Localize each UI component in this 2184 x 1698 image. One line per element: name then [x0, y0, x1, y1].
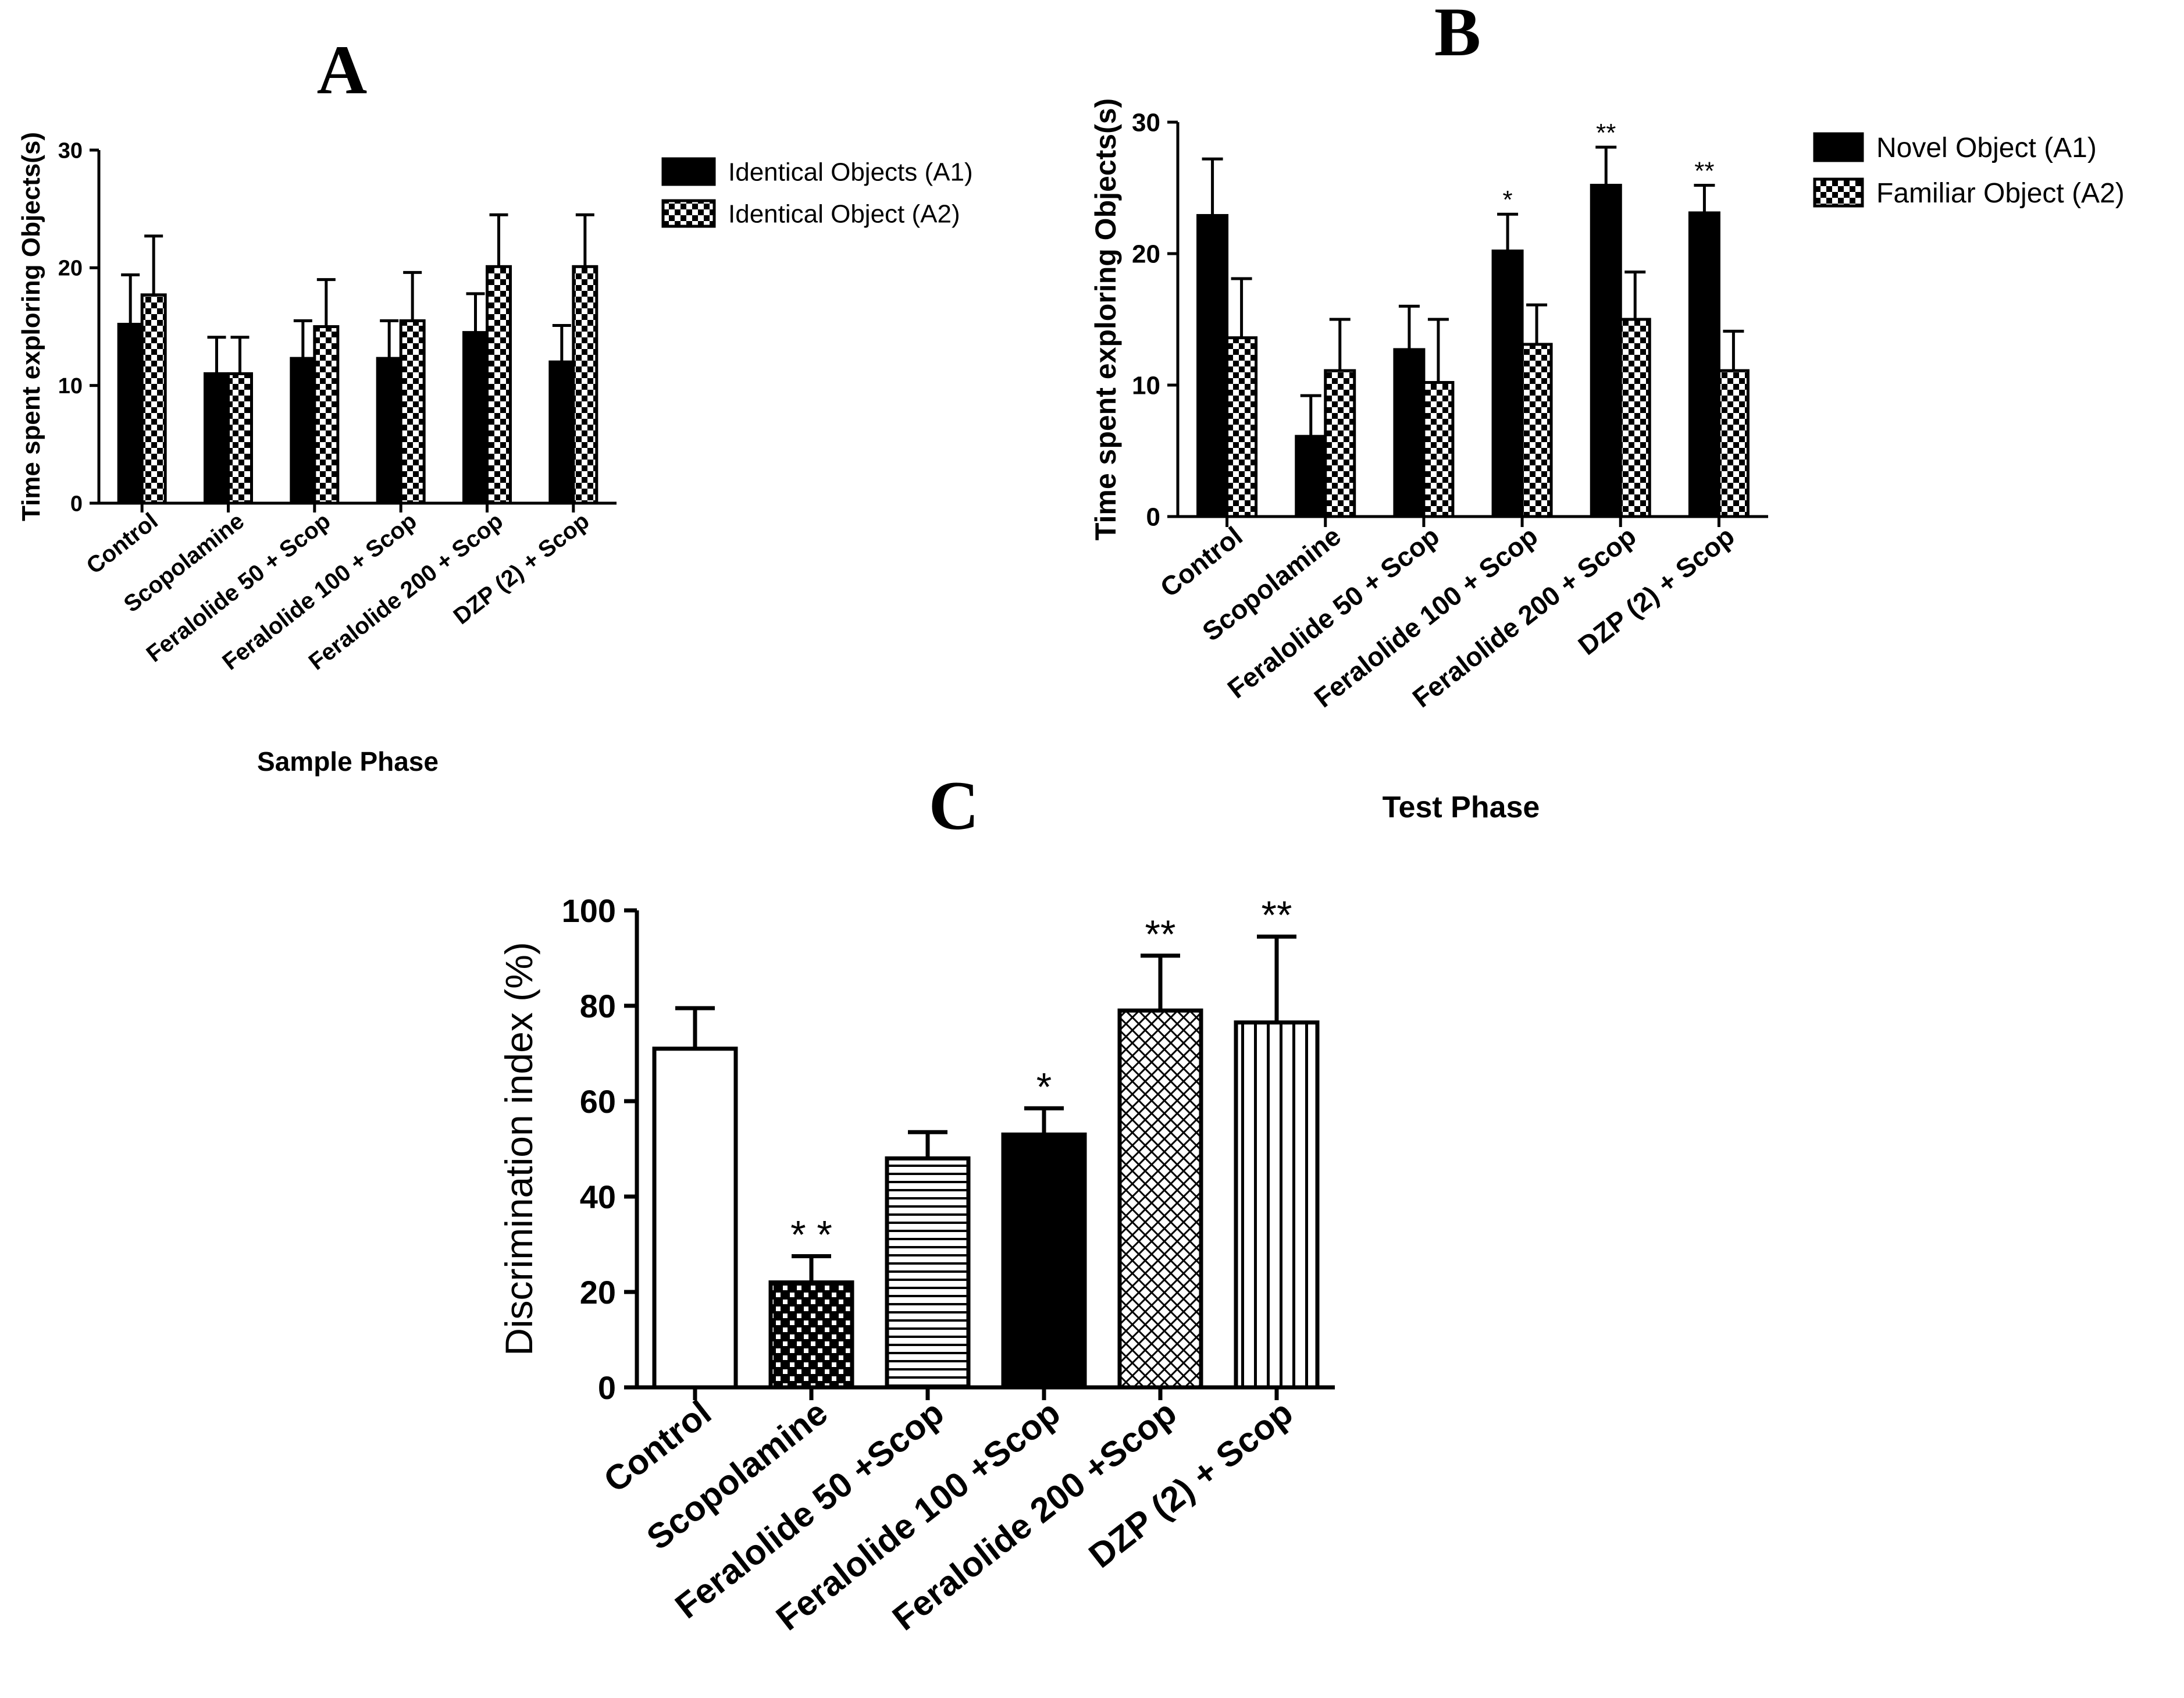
bar — [572, 265, 598, 505]
bar — [1225, 336, 1258, 518]
significance-label: * — [1036, 1065, 1052, 1109]
y-axis-title: Discrimination index (%) — [497, 942, 540, 1356]
bar — [1324, 369, 1356, 518]
y-tick-label: 40 — [580, 1179, 616, 1215]
bar — [1001, 1132, 1087, 1390]
bar — [1717, 369, 1750, 518]
bar — [768, 1280, 854, 1390]
bar — [1491, 249, 1524, 518]
legend-swatch — [1813, 132, 1864, 162]
y-axis-title: Time spent exploring Objects(s) — [1089, 98, 1122, 540]
bar — [1117, 1008, 1203, 1390]
panel-b-chart: 0 10 20 30 Time spent exploring Objects(s) Co… — [1089, 98, 2125, 824]
bar — [1422, 380, 1455, 518]
bar — [548, 360, 575, 505]
bar — [1520, 343, 1553, 518]
significance-label: * * — [790, 1213, 832, 1257]
bar — [290, 357, 316, 505]
bar — [1393, 348, 1426, 518]
bar — [204, 372, 230, 505]
significance-label: * — [1503, 186, 1513, 214]
x-tick-label: Control — [82, 508, 163, 579]
y-tick-label: 30 — [1132, 108, 1160, 137]
bar — [652, 1046, 738, 1390]
bar — [1196, 213, 1229, 518]
bar — [117, 322, 144, 505]
bar — [486, 265, 512, 505]
bar — [885, 1156, 971, 1390]
bar — [227, 372, 253, 505]
y-tick-label: 10 — [1132, 371, 1160, 400]
y-axis-title: Time spent exploring Objects(s) — [17, 132, 45, 521]
legend-entry: Familiar Object (A2) — [1876, 178, 2125, 209]
bar — [1619, 318, 1651, 518]
y-tick-label: 10 — [58, 374, 83, 398]
significance-label: ** — [1596, 119, 1616, 147]
y-tick-label: 60 — [580, 1083, 616, 1120]
legend-swatch — [1813, 177, 1864, 208]
panel-b-title: B — [1434, 0, 1481, 70]
significance-label: ** — [1694, 156, 1714, 185]
y-tick-label: 100 — [562, 892, 616, 929]
legend-entry: Novel Object (A1) — [1876, 133, 2097, 163]
significance-label: ** — [1145, 912, 1176, 956]
y-tick-label: 20 — [58, 257, 83, 281]
significance-label: ** — [1262, 893, 1292, 937]
y-tick-label: 0 — [1146, 503, 1160, 531]
y-tick-label: 0 — [598, 1369, 616, 1406]
bar — [399, 319, 426, 505]
bar — [1688, 211, 1720, 518]
legend-entry: Identical Object (A2) — [728, 200, 960, 228]
y-tick-label: 30 — [58, 138, 83, 163]
x-axis-title: Test Phase — [1383, 791, 1540, 824]
y-tick-label: 20 — [580, 1274, 616, 1311]
panel-c-title: C — [929, 767, 979, 844]
x-tick-label: DZP (2) + Scop — [1082, 1393, 1300, 1575]
panel-a-title: A — [317, 31, 368, 108]
legend-swatch — [661, 199, 716, 228]
panel-a-chart: 0 10 20 30 Time spent exploring Objects(s) Co… — [17, 132, 973, 777]
y-tick-label: 0 — [70, 492, 83, 516]
y-tick-label: 20 — [1132, 240, 1160, 268]
bar — [462, 331, 489, 505]
bar — [376, 357, 402, 505]
bar — [1590, 183, 1622, 518]
bar — [313, 325, 340, 505]
x-tick-label: Control — [1155, 521, 1248, 603]
bar — [140, 293, 167, 505]
bar — [1295, 435, 1327, 518]
legend-swatch — [661, 157, 716, 186]
x-axis-title: Sample Phase — [257, 746, 439, 777]
y-tick-label: 80 — [580, 988, 616, 1024]
bar — [1234, 1020, 1320, 1390]
legend-entry: Identical Objects (A1) — [728, 158, 973, 186]
